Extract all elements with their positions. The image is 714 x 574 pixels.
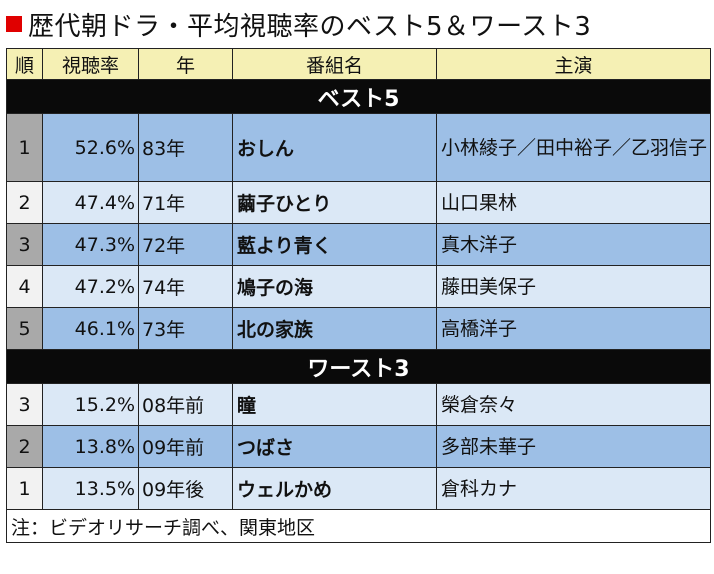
year-cell: 72年 [138, 223, 233, 266]
program-cell: おしん [232, 113, 437, 182]
year-cell: 08年前 [138, 383, 233, 426]
cast-cell: 藤田美保子 [436, 265, 711, 308]
rating-cell: 47.4% [42, 181, 139, 224]
rating-cell: 52.6% [42, 113, 139, 182]
table-row: 3 15.2% 08年前 瞳 榮倉奈々 [6, 383, 711, 426]
header-cast: 主演 [436, 48, 711, 80]
rating-cell: 13.5% [42, 467, 139, 510]
table-row: 5 46.1% 73年 北の家族 高橋洋子 [6, 307, 711, 350]
year-cell: 74年 [138, 265, 233, 308]
cast-cell: 高橋洋子 [436, 307, 711, 350]
year-cell: 09年後 [138, 467, 233, 510]
year-cell: 73年 [138, 307, 233, 350]
section-best: ベスト5 [6, 79, 711, 114]
section-worst: ワースト3 [6, 349, 711, 384]
rank-cell: 1 [6, 113, 43, 182]
section-label-worst: ワースト3 [6, 349, 711, 384]
cast-cell: 真木洋子 [436, 223, 711, 266]
header-rank: 順 [6, 48, 43, 80]
rank-cell: 2 [6, 181, 43, 224]
table-row: 2 13.8% 09年前 つばさ 多部未華子 [6, 425, 711, 468]
rating-cell: 13.8% [42, 425, 139, 468]
rank-cell: 4 [6, 265, 43, 308]
title-text: 歴代朝ドラ・平均視聴率のベスト5＆ワースト3 [28, 11, 592, 42]
year-cell: 71年 [138, 181, 233, 224]
table-row: 4 47.2% 74年 鳩子の海 藤田美保子 [6, 265, 711, 308]
program-cell: つばさ [232, 425, 437, 468]
rank-cell: 2 [6, 425, 43, 468]
cast-cell: 榮倉奈々 [436, 383, 711, 426]
program-cell: 鳩子の海 [232, 265, 437, 308]
rank-cell: 3 [6, 223, 43, 266]
rating-cell: 47.2% [42, 265, 139, 308]
year-cell: 83年 [138, 113, 233, 182]
note-row: 注：ビデオリサーチ調べ、関東地区 [6, 509, 711, 543]
year-cell: 09年前 [138, 425, 233, 468]
rank-cell: 5 [6, 307, 43, 350]
table-row: 2 47.4% 71年 繭子ひとり 山口果林 [6, 181, 711, 224]
program-cell: 藍より青く [232, 223, 437, 266]
cast-cell: 多部未華子 [436, 425, 711, 468]
rating-cell: 46.1% [42, 307, 139, 350]
program-cell: 繭子ひとり [232, 181, 437, 224]
rating-cell: 47.3% [42, 223, 139, 266]
program-cell: 北の家族 [232, 307, 437, 350]
table-row: 3 47.3% 72年 藍より青く 真木洋子 [6, 223, 711, 266]
ratings-table: 順 視聴率 年 番組名 主演 ベスト5 1 52.6% 83年 おしん 小林綾子… [6, 48, 711, 543]
section-label-best: ベスト5 [6, 79, 711, 114]
rank-cell: 1 [6, 467, 43, 510]
cast-cell: 小林綾子／田中裕子／乙羽信子 [436, 113, 711, 182]
header-rating: 視聴率 [42, 48, 139, 80]
rating-cell: 15.2% [42, 383, 139, 426]
table-row: 1 52.6% 83年 おしん 小林綾子／田中裕子／乙羽信子 [6, 113, 711, 182]
header-year: 年 [138, 48, 233, 80]
table-row: 1 13.5% 09年後 ウェルかめ 倉科カナ [6, 467, 711, 510]
rank-cell: 3 [6, 383, 43, 426]
cast-cell: 山口果林 [436, 181, 711, 224]
page-title: 歴代朝ドラ・平均視聴率のベスト5＆ワースト3 [6, 4, 591, 44]
square-marker-icon [6, 16, 22, 32]
header-program: 番組名 [232, 48, 437, 80]
program-cell: ウェルかめ [232, 467, 437, 510]
footnote: 注：ビデオリサーチ調べ、関東地区 [6, 509, 711, 543]
program-cell: 瞳 [232, 383, 437, 426]
header-row: 順 視聴率 年 番組名 主演 [6, 48, 711, 80]
cast-cell: 倉科カナ [436, 467, 711, 510]
